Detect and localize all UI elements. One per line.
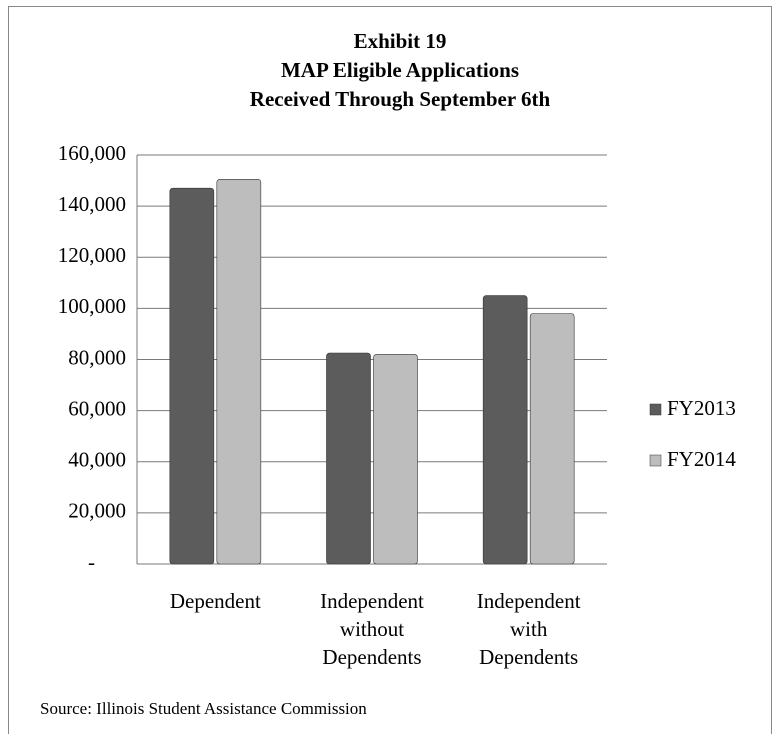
chart-frame <box>8 6 772 734</box>
bar <box>169 187 215 565</box>
x-tick-label: Dependent <box>170 589 261 613</box>
bar <box>529 313 575 565</box>
legend-label: FY2013 <box>667 396 736 420</box>
y-tick-label: 140,000 <box>58 192 126 216</box>
y-tick-label: 120,000 <box>58 243 126 267</box>
y-tick-label: 60,000 <box>68 396 126 420</box>
y-tick-label: - <box>88 550 95 574</box>
source-note: Source: Illinois Student Assistance Comm… <box>40 699 367 718</box>
y-tick-label: 20,000 <box>68 499 126 523</box>
legend-swatch <box>649 454 662 467</box>
legend-swatch <box>649 403 662 416</box>
x-tick-label: Independent without Dependents <box>320 589 424 669</box>
bar <box>216 178 262 565</box>
bar <box>326 352 371 565</box>
chart-title: MAP Eligible Applications <box>281 58 519 82</box>
chart-title: Exhibit 19 <box>354 29 447 53</box>
bar <box>482 295 528 565</box>
y-tick-label: 160,000 <box>58 141 126 165</box>
x-tick-label: Independent with Dependents <box>477 589 581 669</box>
chart-title: Received Through September 6th <box>250 87 551 111</box>
y-tick-label: 80,000 <box>68 345 126 369</box>
legend-label: FY2014 <box>667 447 736 471</box>
y-tick-label: 40,000 <box>68 448 126 472</box>
y-tick-label: 100,000 <box>58 294 126 318</box>
bar <box>373 354 418 565</box>
